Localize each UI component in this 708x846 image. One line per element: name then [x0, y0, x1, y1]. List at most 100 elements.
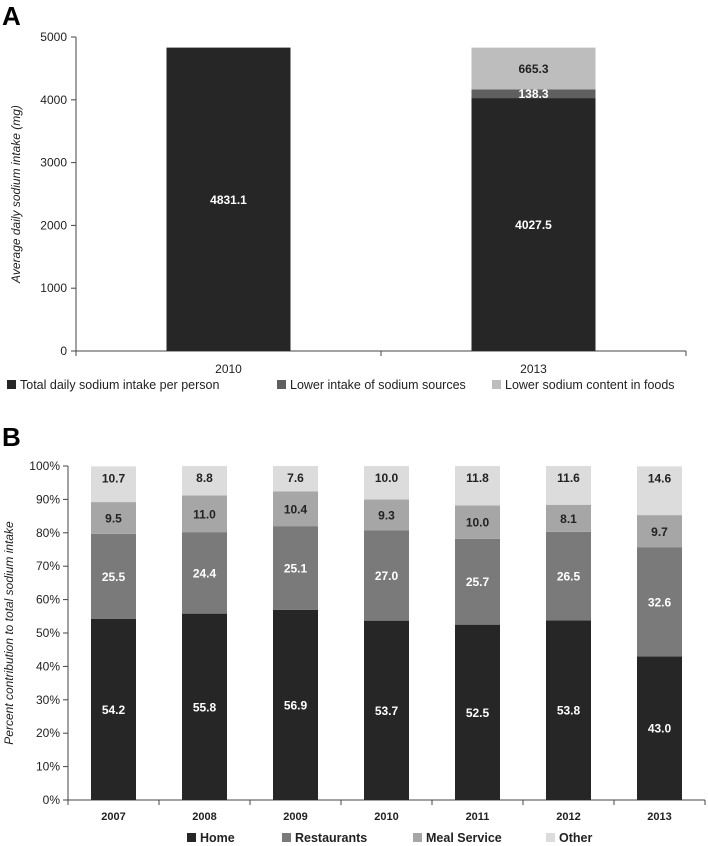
data-label-restaurants-2008: 24.4 — [193, 566, 217, 580]
data-label-lower-sodium-content-in-foods-2013: 665.3 — [518, 62, 548, 76]
data-label-restaurants-2010: 27.0 — [375, 569, 399, 583]
bar-restaurants-2012 — [546, 531, 591, 621]
data-label-restaurants-2011: 25.7 — [466, 575, 490, 589]
legend-swatch-lower-intake-of-sodium-sources — [277, 380, 286, 389]
bar-home-2008 — [182, 613, 227, 800]
data-label-other-2007: 10.7 — [102, 471, 126, 485]
data-label-home-2008: 55.8 — [193, 700, 217, 714]
bar-other-2013 — [637, 466, 682, 516]
data-label-home-2009: 56.9 — [284, 698, 308, 712]
legend-label-lower-sodium-content-in-foods: Lower sodium content in foods — [505, 378, 675, 392]
legend-label-home: Home — [200, 831, 235, 845]
y-tick-label: 5000 — [40, 30, 67, 44]
bar-other-2009 — [273, 466, 318, 492]
legend-swatch-home — [187, 833, 196, 842]
bar-home-2009 — [273, 609, 318, 800]
y-tick-label: 2000 — [40, 218, 67, 232]
bar-meal-service-2010 — [364, 499, 409, 531]
legend-swatch-lower-sodium-content-in-foods — [492, 380, 501, 389]
data-label-other-2008: 8.8 — [196, 471, 213, 485]
y-tick-label: 4000 — [40, 93, 67, 107]
bar-total-daily-sodium-intake-per-person-2010 — [166, 47, 291, 351]
data-label-home-2012: 53.8 — [557, 704, 581, 718]
data-label-home-2011: 52.5 — [466, 706, 490, 720]
y-tick-label: 70% — [36, 559, 60, 573]
x-tick-label: 2012 — [556, 811, 580, 823]
y-tick-label: 1000 — [40, 281, 67, 295]
y-tick-label: 0 — [60, 344, 67, 358]
x-tick-label: 2010 — [215, 362, 242, 376]
y-tick-label: 20% — [36, 726, 60, 740]
legend-swatch-meal-service — [413, 833, 422, 842]
bar-other-2010 — [364, 466, 409, 500]
data-label-restaurants-2009: 25.1 — [284, 562, 308, 576]
bar-meal-service-2007 — [91, 502, 136, 534]
data-label-restaurants-2012: 26.5 — [557, 570, 581, 584]
y-tick-label: 50% — [36, 626, 60, 640]
y-axis-label: Average daily sodium intake (mg) — [9, 105, 23, 284]
x-tick-label: 2013 — [647, 811, 671, 823]
data-label-meal-service-2011: 10.0 — [466, 516, 490, 530]
y-tick-label: 0% — [43, 793, 61, 807]
bar-home-2013 — [637, 656, 682, 800]
bar-lower-sodium-content-in-foods-2013 — [471, 47, 596, 90]
panel-b: B 0% 10% 20% 30% 40% 50% 60% 70% 80% 90% 100% Percen… — [2, 422, 706, 845]
legend-swatch-total-daily-sodium-intake-per-person — [7, 380, 16, 389]
bar-restaurants-2008 — [182, 532, 227, 614]
bar-home-2007 — [91, 618, 136, 800]
bar-home-2010 — [364, 620, 409, 800]
bar-meal-service-2013 — [637, 515, 682, 548]
data-label-meal-service-2007: 9.5 — [105, 511, 122, 525]
legend-label-other: Other — [559, 831, 592, 845]
data-label-home-2010: 53.7 — [375, 704, 399, 718]
x-tick-label: 2011 — [466, 811, 490, 823]
data-label-meal-service-2009: 10.4 — [284, 502, 308, 516]
legend-swatch-restaurants — [282, 833, 291, 842]
y-tick-label: 90% — [36, 492, 60, 506]
data-label-restaurants-2013: 32.6 — [648, 595, 672, 609]
bar-other-2007 — [91, 466, 136, 503]
bar-meal-service-2009 — [273, 491, 318, 527]
bar-meal-service-2012 — [546, 504, 591, 532]
bar-restaurants-2011 — [455, 538, 500, 625]
x-tick-label: 2008 — [192, 811, 216, 823]
data-label-home-2013: 43.0 — [648, 722, 672, 736]
x-tick-label: 2007 — [101, 811, 125, 823]
y-tick-label: 40% — [36, 659, 60, 673]
bar-other-2008 — [182, 466, 227, 496]
bar-lower-intake-of-sodium-sources-2013 — [471, 89, 596, 99]
x-tick-label: 2013 — [520, 362, 547, 376]
data-label-other-2009: 7.6 — [287, 471, 304, 485]
bar-other-2012 — [546, 466, 591, 505]
panel-a-letter: A — [2, 1, 21, 31]
bar-restaurants-2010 — [364, 530, 409, 621]
data-label-other-2011: 11.8 — [466, 471, 489, 485]
bar-meal-service-2008 — [182, 495, 227, 533]
bar-home-2012 — [546, 620, 591, 800]
panel-a: A 0 1000 2000 3000 4000 5000 Average daily sodi… — [2, 1, 687, 392]
x-tick-label: 2010 — [374, 811, 398, 823]
legend-swatch-other — [546, 833, 555, 842]
data-label-restaurants-2007: 25.5 — [102, 570, 126, 584]
data-label-other-2012: 11.6 — [557, 471, 580, 485]
bar-total-daily-sodium-intake-per-person-2013 — [471, 98, 596, 351]
data-label-total-daily-sodium-intake-per-person-2013: 4027.5 — [515, 218, 552, 232]
legend-label-total-daily-sodium-intake-per-person: Total daily sodium intake per person — [20, 378, 219, 392]
bar-meal-service-2011 — [455, 505, 500, 539]
data-label-lower-intake-of-sodium-sources-2013: 138.3 — [518, 87, 548, 101]
y-tick-label: 100% — [29, 459, 60, 473]
panel-b-letter: B — [2, 422, 21, 452]
y-tick-label: 80% — [36, 526, 60, 540]
bar-restaurants-2007 — [91, 533, 136, 619]
bar-restaurants-2009 — [273, 526, 318, 610]
legend-label-meal-service: Meal Service — [426, 831, 502, 845]
data-label-meal-service-2012: 8.1 — [560, 512, 577, 526]
bar-home-2011 — [455, 624, 500, 800]
x-tick-label: 2009 — [283, 811, 307, 823]
data-label-other-2013: 14.6 — [648, 471, 672, 485]
data-label-meal-service-2010: 9.3 — [378, 508, 395, 522]
data-label-other-2010: 10.0 — [375, 471, 399, 485]
y-tick-label: 10% — [36, 760, 60, 774]
